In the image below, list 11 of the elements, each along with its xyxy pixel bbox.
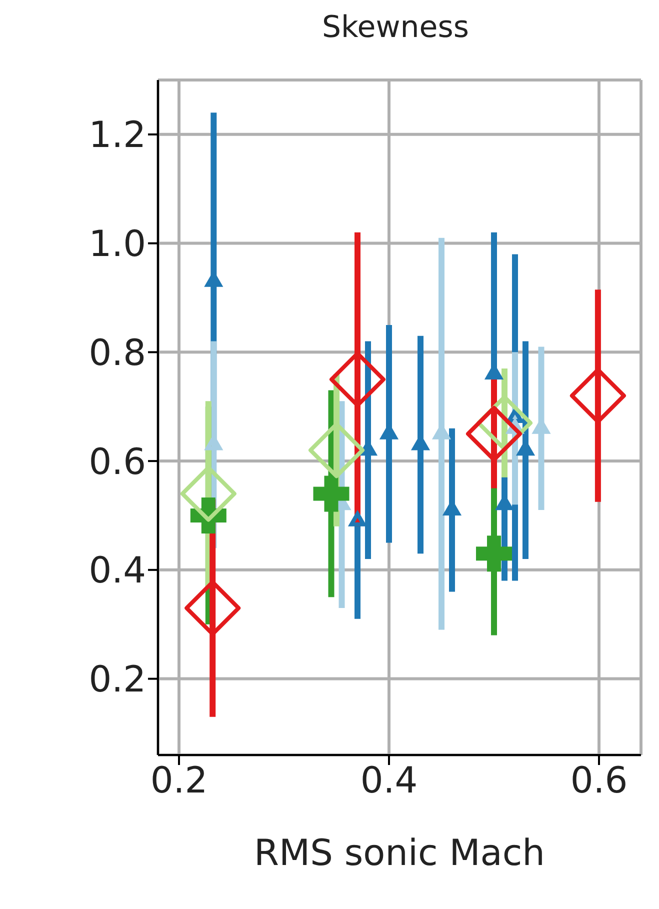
y-tick-label: 0.6 — [88, 442, 146, 483]
x-tick-label: 0.4 — [360, 760, 418, 802]
x-tick-label: 0.6 — [570, 760, 628, 802]
y-tick-label: 1.2 — [88, 115, 146, 156]
y-tick-label: 0.2 — [88, 660, 146, 701]
chart-title: Skewness — [320, 10, 470, 45]
x-tick-label: 0.2 — [150, 760, 208, 802]
y-tick-label: 0.8 — [88, 332, 146, 374]
y-tick-label: 0.4 — [88, 550, 146, 592]
y-tick-label: 1.0 — [88, 224, 146, 266]
x-axis-title: RMS sonic Mach — [254, 833, 545, 874]
